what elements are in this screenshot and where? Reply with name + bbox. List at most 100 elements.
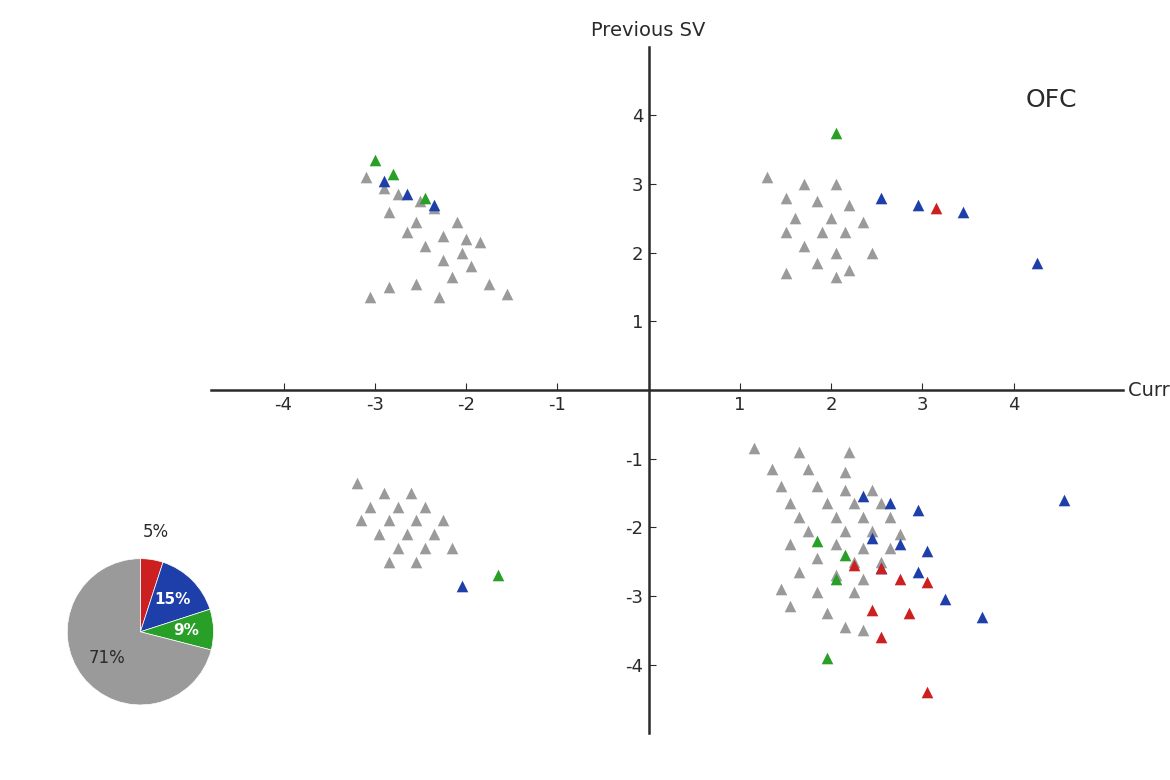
Point	[808, 552, 827, 565]
Text: Current SV: Current SV	[1128, 381, 1170, 399]
Point	[461, 261, 480, 273]
Point	[411, 195, 429, 207]
Point	[890, 528, 909, 541]
Point	[407, 278, 426, 290]
Point	[863, 484, 882, 496]
Wedge shape	[140, 562, 209, 632]
Point	[347, 477, 366, 489]
Point	[370, 528, 388, 541]
Point	[826, 538, 845, 551]
Point	[840, 198, 859, 211]
Point	[826, 246, 845, 259]
Point	[415, 541, 434, 554]
Point	[794, 178, 813, 190]
Point	[826, 511, 845, 523]
Text: 71%: 71%	[89, 649, 125, 667]
Point	[808, 535, 827, 548]
Point	[776, 192, 794, 204]
Point	[845, 555, 863, 568]
Text: 5%: 5%	[143, 523, 170, 541]
Point	[955, 205, 973, 218]
Text: OFC: OFC	[1026, 88, 1078, 112]
Point	[374, 181, 393, 193]
Point	[972, 610, 991, 622]
Point	[448, 215, 467, 228]
Point	[415, 501, 434, 513]
Point	[817, 607, 835, 619]
Point	[434, 514, 453, 526]
Point	[908, 504, 927, 516]
Point	[415, 192, 434, 204]
Point	[379, 555, 398, 568]
Text: Previous SV: Previous SV	[592, 21, 706, 40]
Point	[881, 541, 900, 554]
Point	[425, 528, 443, 541]
Point	[872, 562, 890, 575]
Text: 15%: 15%	[154, 592, 191, 608]
Point	[826, 271, 845, 283]
Point	[808, 257, 827, 269]
Point	[398, 188, 417, 200]
Point	[881, 511, 900, 523]
Point	[872, 555, 890, 568]
Point	[863, 531, 882, 544]
Point	[808, 195, 827, 207]
Point	[744, 442, 763, 455]
Point	[863, 604, 882, 616]
Point	[470, 236, 489, 249]
Point	[352, 514, 371, 526]
Point	[817, 651, 835, 664]
Point	[799, 463, 818, 475]
Point	[388, 188, 407, 200]
Point	[780, 538, 799, 551]
Point	[1054, 494, 1073, 506]
Point	[780, 600, 799, 612]
Point	[374, 175, 393, 187]
Point	[480, 278, 498, 290]
Point	[863, 246, 882, 259]
Point	[835, 621, 854, 633]
Point	[398, 226, 417, 239]
Point	[840, 264, 859, 276]
Point	[835, 548, 854, 561]
Point	[854, 511, 873, 523]
Point	[835, 466, 854, 479]
Point	[808, 587, 827, 599]
Point	[357, 171, 376, 183]
Point	[817, 497, 835, 509]
Point	[900, 607, 918, 619]
Point	[826, 178, 845, 190]
Point	[1027, 257, 1046, 269]
Point	[835, 226, 854, 239]
Point	[384, 168, 402, 180]
Point	[835, 524, 854, 537]
Point	[872, 562, 890, 575]
Point	[790, 511, 808, 523]
Point	[790, 566, 808, 578]
Point	[821, 212, 840, 225]
Point	[908, 198, 927, 211]
Point	[443, 541, 462, 554]
Point	[429, 291, 448, 303]
Wedge shape	[140, 609, 213, 650]
Point	[854, 215, 873, 228]
Point	[425, 198, 443, 211]
Point	[456, 232, 475, 245]
Point	[835, 484, 854, 496]
Point	[425, 202, 443, 215]
Point	[872, 631, 890, 644]
Point	[854, 624, 873, 636]
Point	[434, 229, 453, 242]
Point	[453, 246, 472, 259]
Point	[388, 541, 407, 554]
Point	[936, 593, 955, 605]
Point	[872, 192, 890, 204]
Point	[863, 524, 882, 537]
Point	[840, 445, 859, 458]
Point	[763, 463, 782, 475]
Point	[890, 538, 909, 551]
Point	[845, 587, 863, 599]
Point	[794, 239, 813, 252]
Point	[780, 497, 799, 509]
Point	[407, 215, 426, 228]
